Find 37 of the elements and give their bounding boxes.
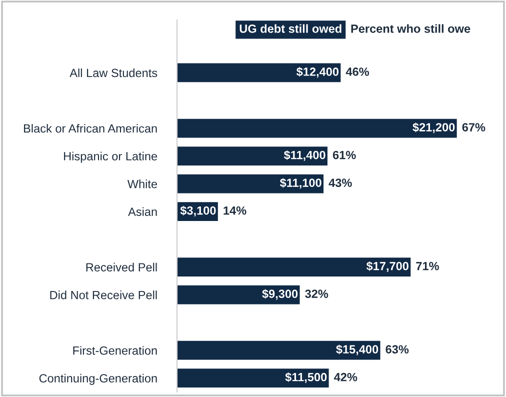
data-label: $17,700: [366, 261, 408, 272]
data-label: $11,400: [284, 150, 326, 161]
y-tick-label: Continuing-Generation: [39, 374, 157, 385]
annotation: 32%: [305, 290, 328, 298]
annotation: 67%: [462, 123, 486, 132]
bar: [177, 146, 328, 166]
y-tick-label: All Law Students: [70, 68, 158, 78]
data-label: $15,400: [336, 344, 378, 356]
y-tick-label: White: [127, 180, 158, 188]
data-label: $12,400: [296, 67, 339, 78]
data-label: $11,500: [285, 372, 327, 383]
y-tick-label: Asian: [128, 207, 157, 216]
bar: [177, 340, 380, 360]
data-label: $21,200: [412, 122, 455, 134]
y-tick-label: Black or African American: [24, 124, 157, 133]
text: Percent who still owe: [351, 24, 470, 33]
annotation: 63%: [386, 345, 409, 354]
y-tick-label: Received Pell: [86, 262, 157, 272]
annotation: 61%: [332, 150, 356, 160]
annotation: 42%: [334, 372, 358, 382]
data-label: $11,100: [280, 178, 322, 189]
data-label: $3,100: [180, 206, 216, 216]
bar: [177, 258, 411, 277]
data-label: $9,300: [262, 289, 298, 300]
bar: [177, 63, 341, 82]
y-tick-label: First-Generation: [73, 346, 157, 355]
bar: [177, 368, 329, 388]
text: UG debt still owed: [240, 24, 342, 33]
annotation: 71%: [416, 262, 439, 270]
annotation: 14%: [224, 206, 246, 215]
annotation: 46%: [346, 68, 370, 76]
bar: [177, 118, 457, 138]
annotation: 43%: [328, 178, 352, 187]
y-tick-label: Did Not Receive Pell: [50, 290, 157, 300]
bar: [177, 174, 324, 194]
y-tick-label: Hispanic or Latine: [64, 152, 158, 163]
bar: [177, 285, 300, 304]
